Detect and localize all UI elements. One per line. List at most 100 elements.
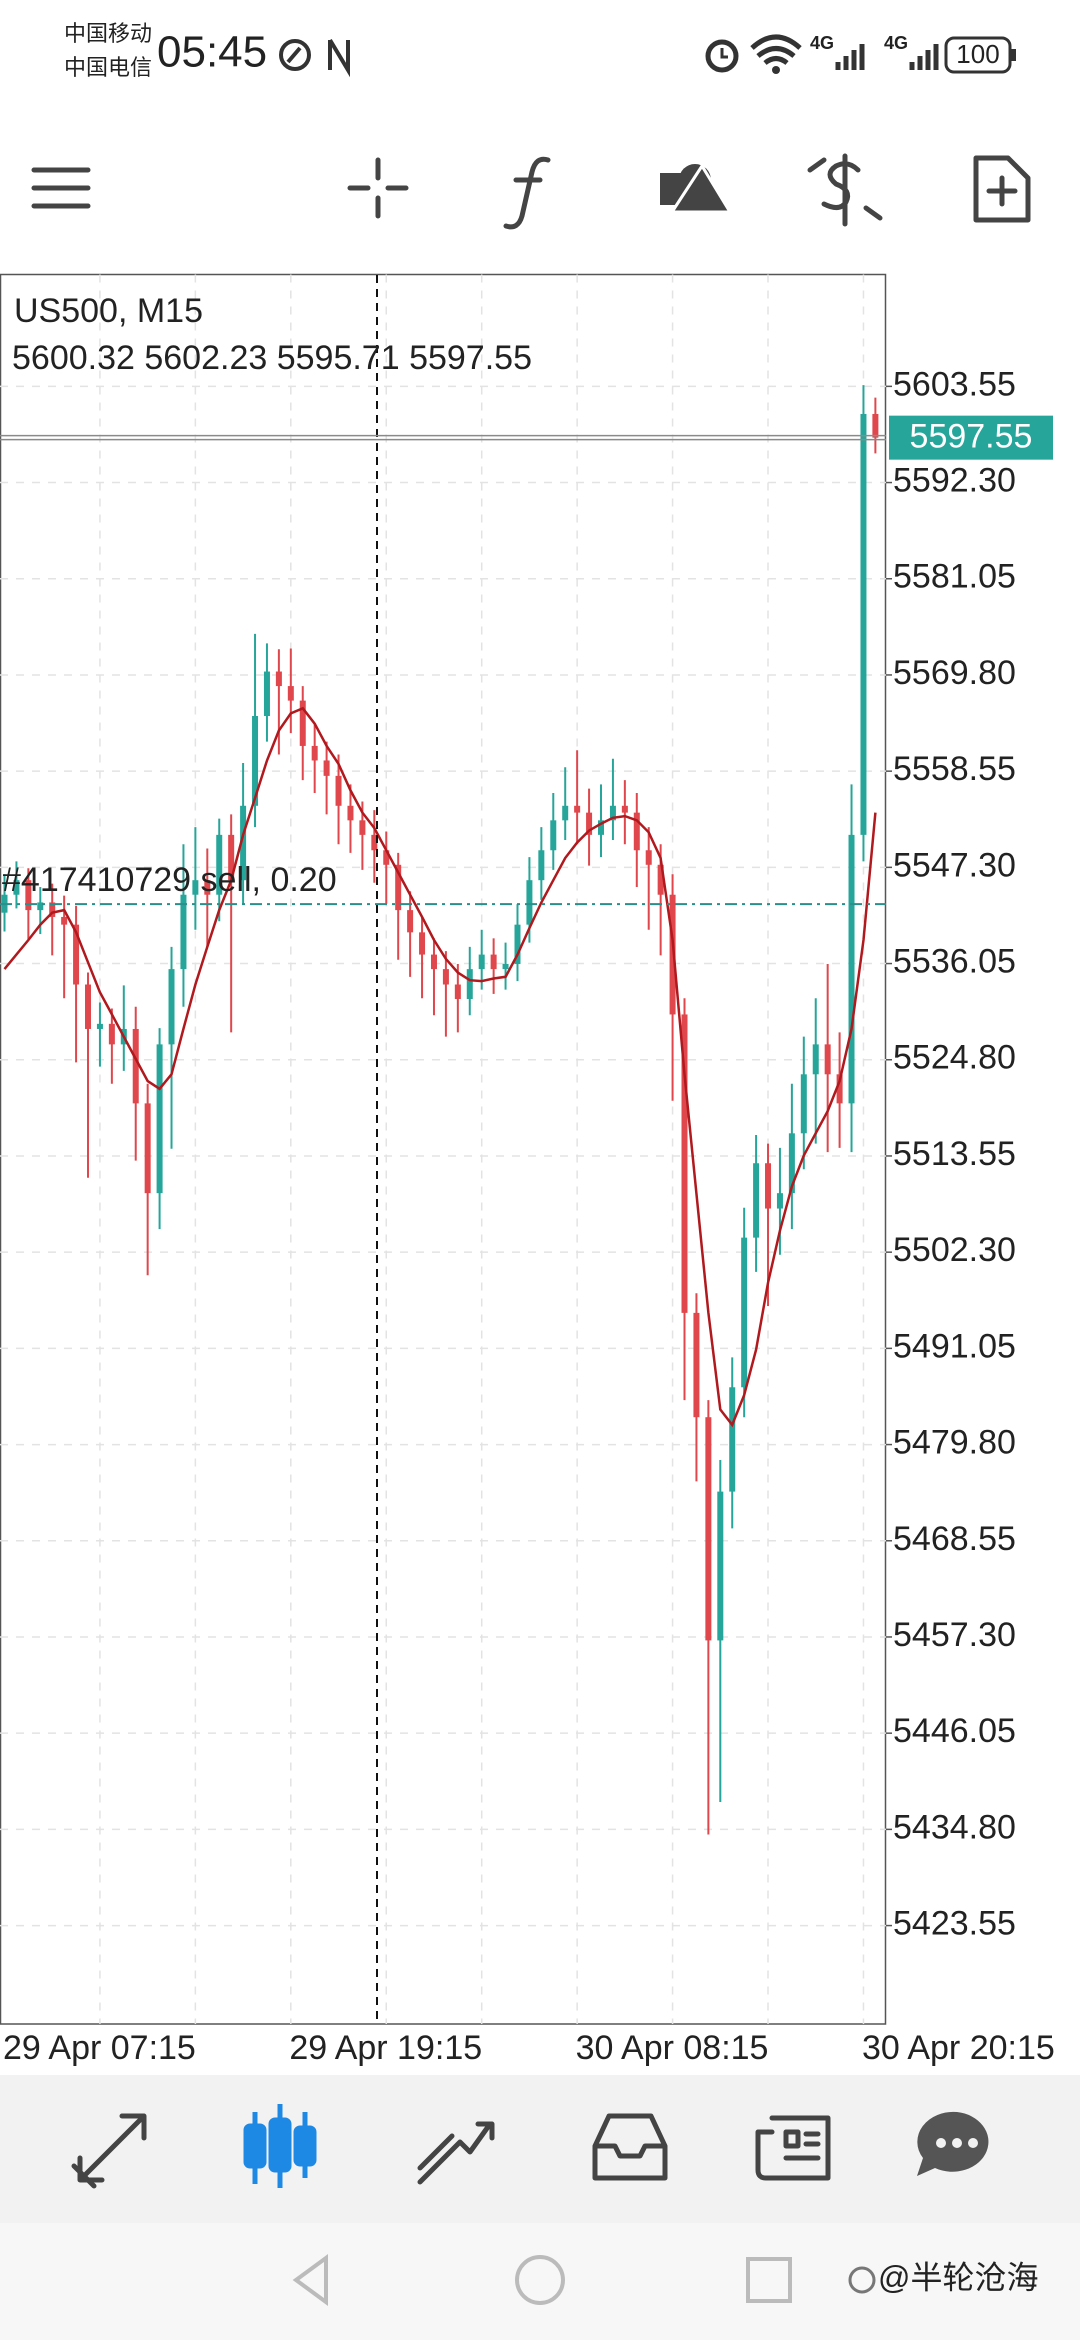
- y-tick-label: 5446.05: [893, 1712, 1016, 1750]
- nfc-icon: [328, 38, 350, 78]
- x-tick-label: 29 Apr 19:15: [289, 2029, 482, 2067]
- candle-body: [562, 805, 569, 821]
- candle-body: [848, 834, 855, 1104]
- candle-body: [287, 686, 294, 701]
- y-tick-label: 5603.55: [893, 365, 1016, 403]
- home-button[interactable]: [515, 2255, 565, 2305]
- symbol-label: US500, M15: [14, 292, 203, 330]
- candle-body: [371, 834, 378, 851]
- ohlc-label: 5600.32 5602.23 5595.71 5597.55: [12, 339, 532, 377]
- candle-body: [514, 924, 521, 964]
- chart-frame: [0, 273, 887, 2025]
- candle-body: [442, 969, 449, 985]
- candle-body: [669, 894, 676, 1015]
- candle-body: [49, 902, 56, 917]
- network-type: 4G: [810, 33, 834, 53]
- candle-body: [180, 894, 187, 970]
- alarm-icon: [720, 48, 728, 59]
- x-tick-label: 30 Apr 08:15: [576, 2029, 769, 2067]
- clock: 05:45: [157, 28, 267, 77]
- candle-body: [454, 984, 461, 1000]
- alarm-icon: [705, 39, 739, 73]
- candle-body: [645, 850, 652, 865]
- battery-level: 100: [956, 39, 999, 69]
- candle-body: [681, 1014, 688, 1313]
- toolbar: [31, 153, 1031, 230]
- moving-average: [3, 706, 877, 1428]
- candle-body: [275, 671, 282, 687]
- candle-body: [347, 805, 354, 821]
- indicators-button[interactable]: [503, 156, 551, 230]
- watermark-icon: [848, 2266, 876, 2294]
- network-type: 4G: [884, 33, 908, 53]
- candle-body: [466, 969, 473, 1000]
- candle-body: [37, 902, 44, 911]
- candle-body: [574, 805, 581, 813]
- candle-body: [657, 864, 664, 895]
- y-tick-label: 5569.80: [893, 654, 1016, 692]
- candle-body: [73, 924, 80, 985]
- trade-button[interactable]: [807, 153, 883, 227]
- candle-body: [550, 820, 557, 851]
- candle-body: [395, 864, 402, 911]
- candle-body: [824, 1044, 831, 1075]
- candle-body: [132, 1028, 139, 1104]
- plot-area: [1, 385, 879, 1835]
- candle-body: [717, 1491, 724, 1641]
- new-order-button[interactable]: [973, 155, 1031, 223]
- candle-body: [252, 716, 259, 806]
- recents-button[interactable]: [746, 2257, 792, 2303]
- candle-body: [788, 1133, 795, 1194]
- candle-body: [478, 954, 485, 970]
- candle-body: [383, 850, 390, 865]
- candle-body: [872, 413, 879, 438]
- candle-body: [311, 745, 318, 761]
- battery-icon: [944, 36, 1012, 74]
- y-tick-label: 5491.05: [893, 1327, 1016, 1365]
- chart[interactable]: US500, M15 5600.32 5602.23 5595.71 5597.…: [0, 273, 1053, 2025]
- chart-tab[interactable]: [243, 2104, 317, 2188]
- candle-body: [812, 1044, 819, 1075]
- y-tick-label: 5502.30: [893, 1231, 1016, 1269]
- candle-body: [85, 984, 92, 1029]
- candle-body: [240, 805, 247, 881]
- candle-body: [860, 413, 867, 835]
- price-tag-label: 5597.55: [910, 418, 1033, 456]
- chat-tab[interactable]: [917, 2111, 989, 2176]
- candle-body: [490, 954, 497, 970]
- y-tick-label: 5457.30: [893, 1616, 1016, 1654]
- y-tick-label: 5558.55: [893, 750, 1016, 788]
- candle-body: [168, 969, 175, 1045]
- y-tick-label: 5479.80: [893, 1424, 1016, 1462]
- carrier: 中国移动: [64, 21, 152, 46]
- price-tag: [889, 415, 1053, 460]
- trade-tab[interactable]: [417, 2121, 495, 2185]
- sync-icon: [279, 39, 311, 71]
- candle-body: [263, 671, 270, 717]
- candle-body: [96, 1023, 103, 1029]
- crosshair-button[interactable]: [347, 157, 409, 219]
- candle-body: [419, 932, 426, 955]
- history-tab[interactable]: [592, 2113, 668, 2181]
- bottom-nav: [0, 2075, 1080, 2223]
- back-button[interactable]: [292, 2254, 328, 2306]
- candle-body: [741, 1237, 748, 1388]
- wifi-icon: [750, 34, 802, 66]
- x-tick-label: 29 Apr 07:15: [3, 2029, 196, 2067]
- candle-body: [621, 805, 628, 813]
- system-nav: [0, 2223, 1080, 2340]
- candle-body: [729, 1387, 736, 1492]
- quotes-tab[interactable]: [71, 2113, 147, 2189]
- candle-body: [407, 910, 414, 933]
- candle-body: [61, 916, 68, 925]
- menu-button[interactable]: [31, 167, 91, 209]
- news-tab[interactable]: [755, 2115, 831, 2181]
- objects-button[interactable]: [660, 163, 733, 214]
- carrier: 中国电信: [64, 55, 152, 80]
- candle-body: [609, 805, 616, 821]
- watermark: @半轮沧海: [878, 2259, 1039, 2295]
- candle-body: [156, 1044, 163, 1194]
- candle-body: [192, 880, 199, 895]
